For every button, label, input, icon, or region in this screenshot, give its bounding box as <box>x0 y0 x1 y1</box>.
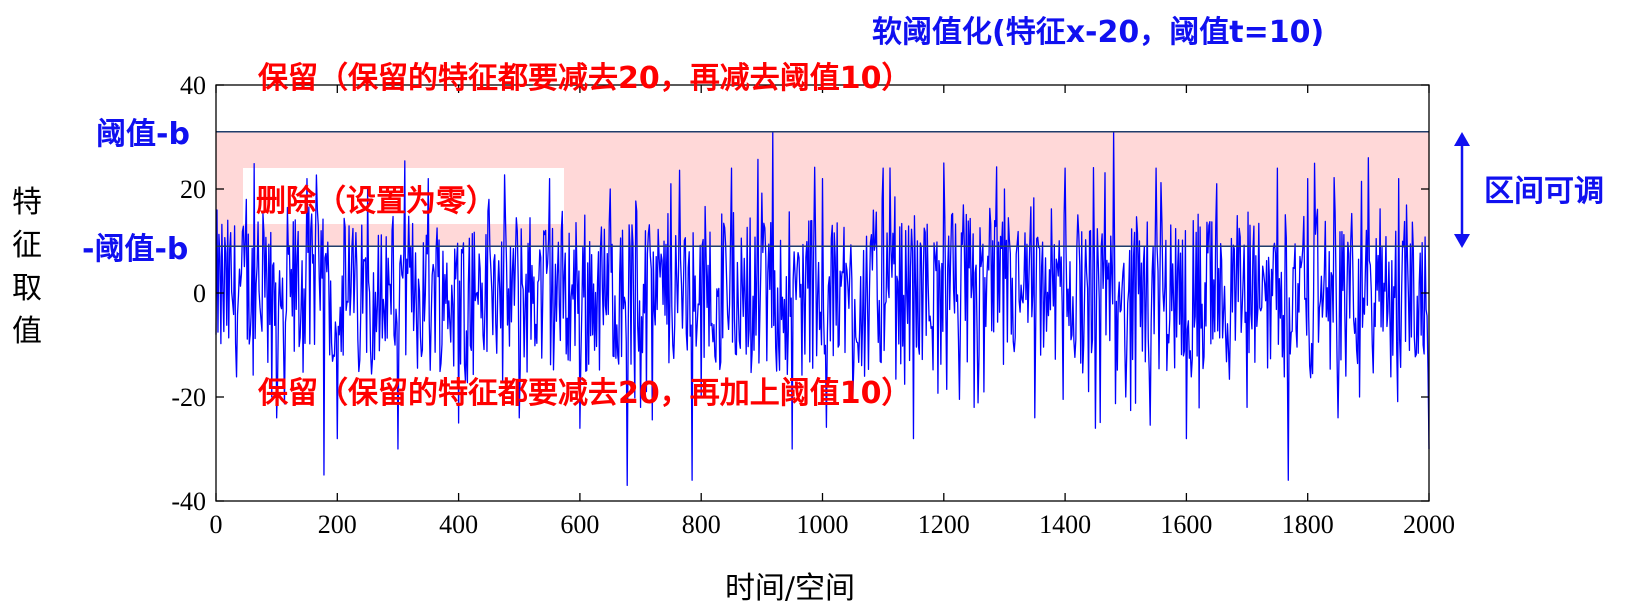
delete-annotation: 删除（设置为零） <box>256 184 496 219</box>
x-tick-label: 1400 <box>1039 510 1091 539</box>
x-tick-label: 1800 <box>1282 510 1334 539</box>
x-tick-label: 600 <box>560 510 599 539</box>
x-tick-label: 1000 <box>797 510 849 539</box>
x-tick-label: 400 <box>439 510 478 539</box>
y-tick-label: -40 <box>171 487 206 516</box>
keep-lower-annotation: 保留（保留的特征都要减去20，再加上阈值10） <box>258 376 912 411</box>
y-axis: 40 20 0 -20 -40 <box>171 71 1429 516</box>
x-tick-label: 0 <box>210 510 223 539</box>
lower-threshold-label: -阈值-b <box>82 232 188 267</box>
y-tick-label: -20 <box>171 383 206 412</box>
y-axis-title: 特征取值 <box>12 185 42 349</box>
chart-title: 软阈值化(特征x-20，阈值t=10) <box>872 15 1324 50</box>
x-tick-label: 200 <box>318 510 357 539</box>
adjustable-range-annotation: 区间可调 <box>1484 174 1604 209</box>
x-axis-title: 时间/空间 <box>725 571 855 606</box>
x-tick-label: 2000 <box>1403 510 1455 539</box>
x-axis: 0 200 400 600 800 1000 1200 1400 1600 1800 2000 <box>210 85 1455 539</box>
x-tick-label: 1600 <box>1160 510 1212 539</box>
x-tick-label: 800 <box>682 510 721 539</box>
signal-line <box>215 131 1430 487</box>
y-tick-label: 0 <box>193 279 206 308</box>
y-tick-label: 20 <box>180 175 206 204</box>
upper-threshold-label: 阈值-b <box>96 117 190 152</box>
keep-upper-annotation: 保留（保留的特征都要减去20，再减去阈值10） <box>258 61 912 96</box>
double-arrow-icon <box>1454 132 1470 248</box>
y-tick-label: 40 <box>180 71 206 100</box>
x-tick-label: 1200 <box>918 510 970 539</box>
delete-label-box <box>243 168 564 224</box>
